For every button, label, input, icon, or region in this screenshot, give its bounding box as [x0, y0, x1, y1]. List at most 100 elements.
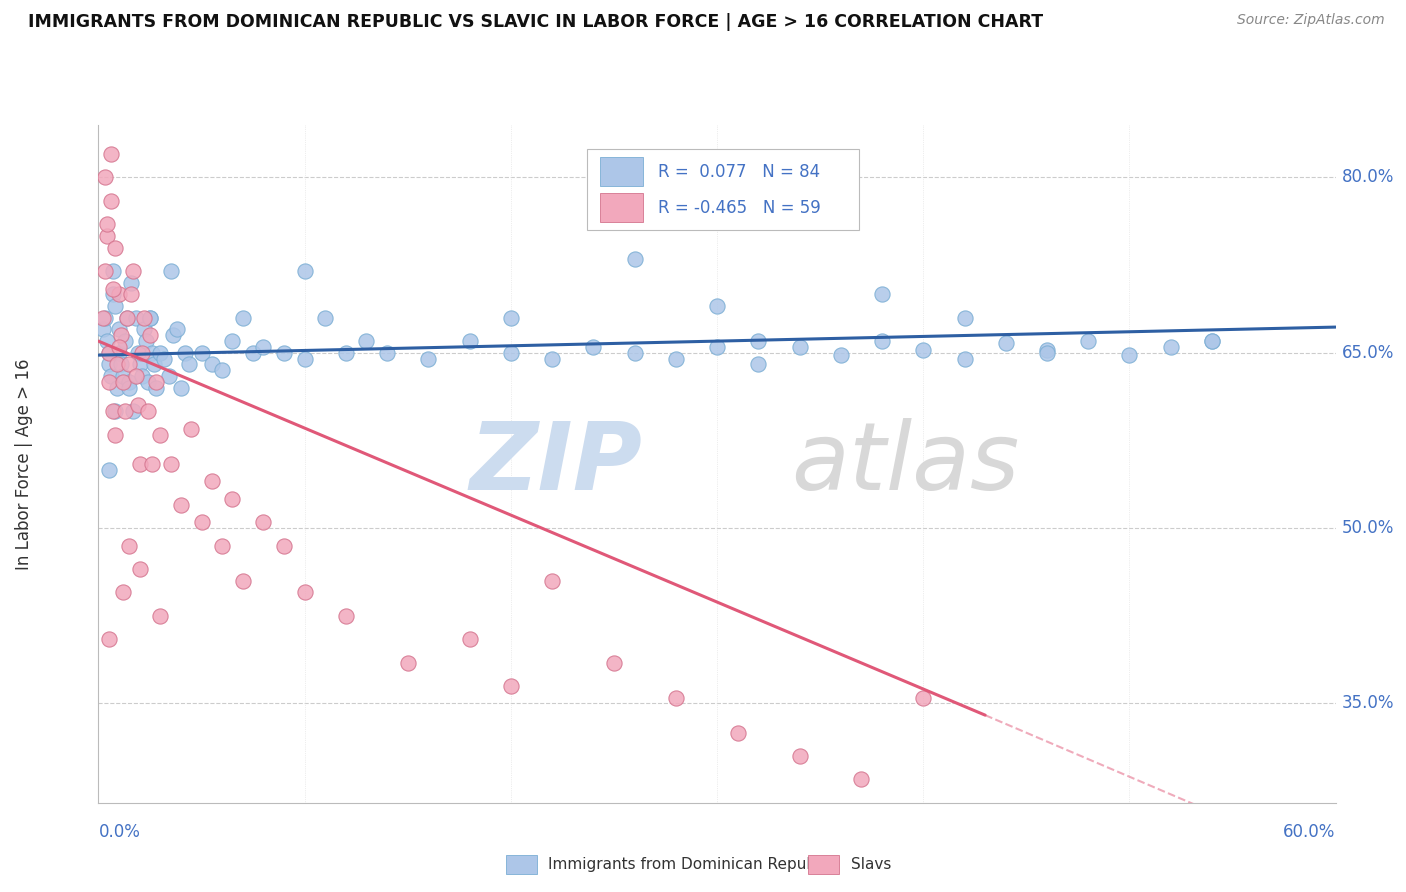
Text: Immigrants from Dominican Republic: Immigrants from Dominican Republic — [548, 857, 834, 871]
Point — [201, 475, 224, 489]
Point — [97, 463, 120, 477]
Point — [499, 346, 522, 360]
Point — [375, 346, 398, 360]
Point — [179, 358, 201, 372]
Point — [100, 194, 122, 208]
Point — [294, 585, 316, 599]
Point — [132, 322, 155, 336]
Point — [97, 346, 120, 360]
Point — [108, 346, 131, 360]
Point — [132, 310, 155, 325]
Point — [97, 358, 120, 372]
Point — [127, 346, 149, 360]
Point — [118, 539, 141, 553]
Point — [157, 369, 180, 384]
Point — [1201, 334, 1223, 348]
Point — [97, 632, 120, 647]
Point — [118, 375, 141, 389]
Point — [120, 287, 142, 301]
Point — [221, 334, 243, 348]
Point — [128, 358, 150, 372]
Point — [117, 310, 139, 325]
Point — [100, 369, 122, 384]
Text: 80.0%: 80.0% — [1341, 169, 1395, 186]
Point — [96, 228, 118, 243]
Point — [100, 147, 122, 161]
Point — [242, 346, 264, 360]
Point — [127, 398, 149, 412]
Point — [93, 170, 115, 185]
Point — [112, 369, 135, 384]
Point — [870, 334, 893, 348]
Point — [458, 334, 481, 348]
Point — [789, 749, 811, 764]
Point — [541, 574, 564, 588]
Point — [105, 358, 128, 372]
Point — [159, 457, 181, 471]
Point — [139, 310, 162, 325]
Point — [335, 346, 357, 360]
Point — [110, 358, 132, 372]
Point — [1160, 340, 1182, 354]
Point — [912, 690, 935, 705]
Point — [665, 690, 688, 705]
Point — [273, 539, 295, 553]
Point — [91, 322, 114, 336]
Point — [149, 346, 172, 360]
Point — [124, 310, 146, 325]
Point — [97, 346, 120, 360]
Point — [128, 562, 150, 576]
Point — [166, 322, 188, 336]
Text: 60.0%: 60.0% — [1284, 823, 1336, 841]
Point — [104, 404, 127, 418]
Point — [105, 381, 128, 395]
Point — [122, 404, 145, 418]
Point — [232, 574, 254, 588]
Point — [139, 310, 162, 325]
Point — [108, 322, 131, 336]
Point — [953, 310, 976, 325]
Point — [124, 369, 146, 384]
Point — [211, 363, 233, 377]
Point — [174, 346, 197, 360]
Point — [141, 457, 163, 471]
Point — [273, 346, 295, 360]
Text: 0.0%: 0.0% — [98, 823, 141, 841]
Point — [101, 264, 124, 278]
Point — [112, 375, 135, 389]
Text: Source: ZipAtlas.com: Source: ZipAtlas.com — [1237, 13, 1385, 28]
Text: R =  0.077   N = 84: R = 0.077 N = 84 — [658, 162, 820, 181]
Point — [104, 299, 127, 313]
Point — [141, 346, 163, 360]
Point — [870, 287, 893, 301]
Point — [131, 369, 153, 384]
Point — [335, 608, 357, 623]
Point — [727, 725, 749, 739]
Point — [789, 340, 811, 354]
Point — [851, 772, 873, 787]
Point — [108, 340, 131, 354]
Point — [135, 334, 157, 348]
Point — [603, 656, 626, 670]
Point — [1036, 343, 1059, 358]
Point — [747, 358, 769, 372]
FancyBboxPatch shape — [599, 194, 643, 222]
Point — [145, 375, 167, 389]
Point — [623, 346, 645, 360]
Point — [830, 348, 852, 362]
Point — [149, 608, 172, 623]
Point — [396, 656, 419, 670]
Point — [211, 539, 233, 553]
Text: IMMIGRANTS FROM DOMINICAN REPUBLIC VS SLAVIC IN LABOR FORCE | AGE > 16 CORRELATI: IMMIGRANTS FROM DOMINICAN REPUBLIC VS SL… — [28, 13, 1043, 31]
Point — [145, 381, 167, 395]
Point — [221, 491, 243, 506]
Point — [582, 340, 605, 354]
Point — [1201, 334, 1223, 348]
Point — [97, 375, 120, 389]
Point — [128, 457, 150, 471]
Text: R = -0.465   N = 59: R = -0.465 N = 59 — [658, 199, 821, 217]
Point — [180, 422, 202, 436]
Point — [190, 516, 212, 530]
Point — [499, 310, 522, 325]
Point — [153, 351, 176, 366]
